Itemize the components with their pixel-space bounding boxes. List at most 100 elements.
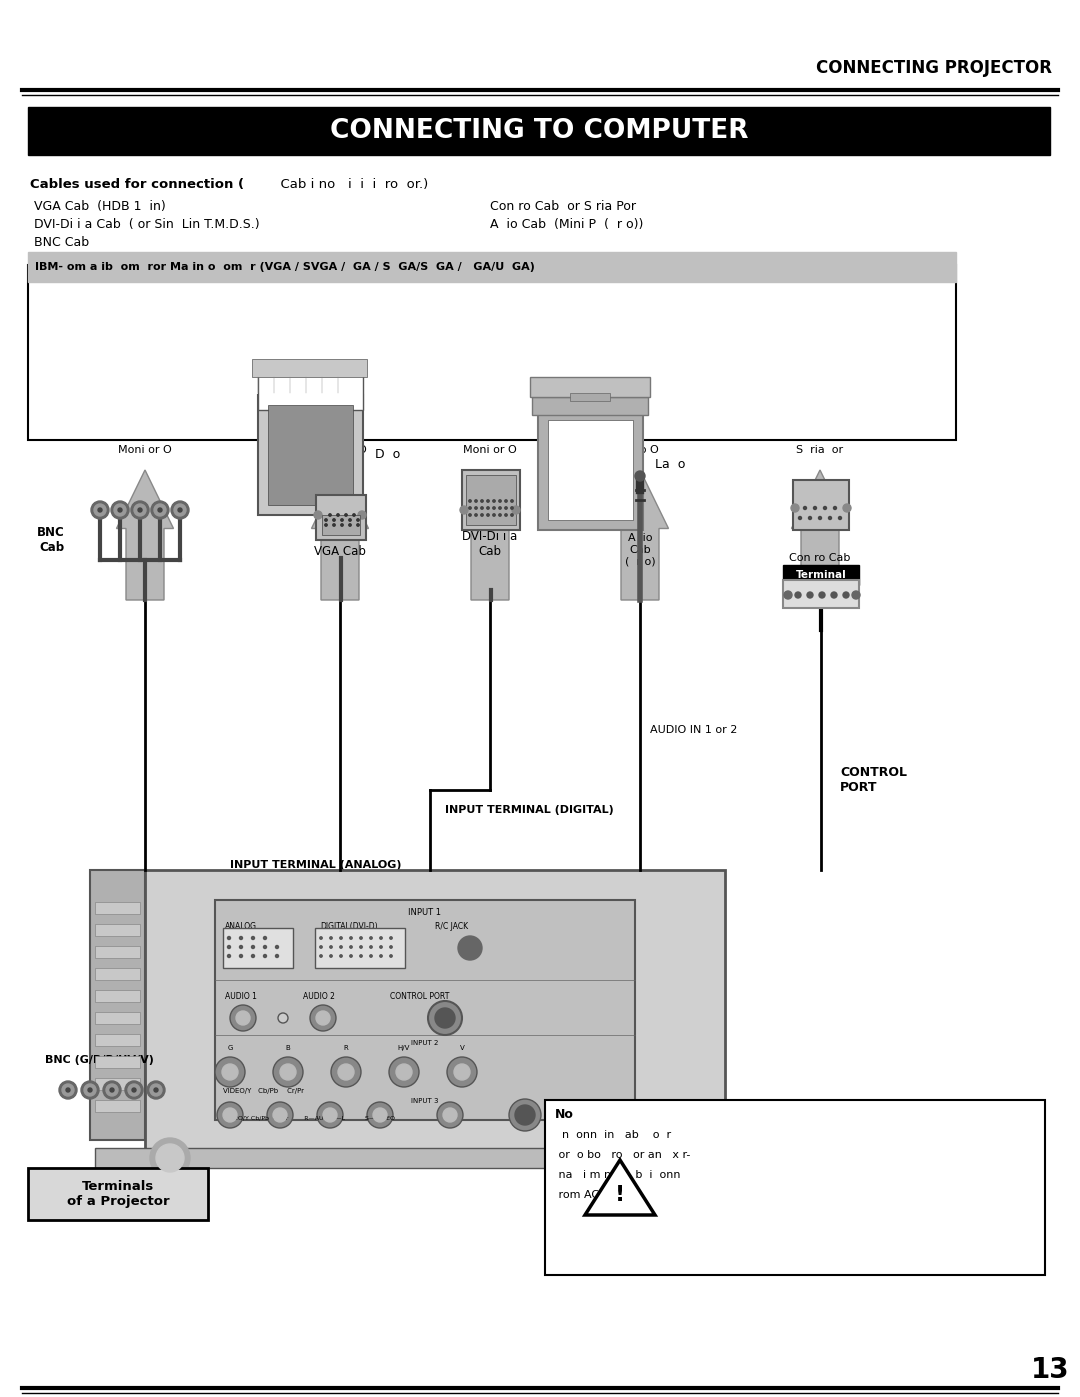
Circle shape — [316, 1011, 330, 1025]
Circle shape — [807, 592, 813, 598]
Circle shape — [369, 946, 373, 949]
Circle shape — [492, 507, 496, 509]
Circle shape — [511, 514, 513, 517]
Bar — [95, 1011, 140, 1024]
Circle shape — [492, 500, 496, 502]
Circle shape — [475, 507, 477, 509]
Circle shape — [784, 591, 792, 599]
Circle shape — [843, 504, 851, 511]
Circle shape — [330, 1058, 361, 1087]
Circle shape — [341, 524, 343, 527]
Bar — [268, 405, 353, 504]
Text: DIGITAL(DVI-D): DIGITAL(DVI-D) — [320, 922, 378, 930]
Text: 13: 13 — [1030, 1356, 1069, 1384]
Text: G: G — [227, 1045, 232, 1051]
Circle shape — [329, 954, 333, 957]
Circle shape — [469, 514, 471, 517]
Circle shape — [460, 506, 468, 514]
Circle shape — [228, 946, 230, 949]
Circle shape — [158, 509, 162, 511]
Bar — [95, 1099, 140, 1112]
Circle shape — [62, 1084, 75, 1097]
Bar — [315, 928, 405, 968]
Circle shape — [154, 504, 166, 515]
Bar — [532, 397, 648, 415]
Circle shape — [252, 954, 255, 957]
Circle shape — [118, 509, 122, 511]
Circle shape — [91, 502, 109, 520]
Circle shape — [390, 954, 392, 957]
Circle shape — [240, 946, 243, 949]
Circle shape — [349, 524, 351, 527]
Bar — [28, 108, 1050, 155]
Text: n  onn  in   ab    o  r: n onn in ab o r — [555, 1130, 671, 1140]
Circle shape — [84, 1084, 96, 1097]
Bar — [783, 580, 859, 608]
Text: Con ro Cab
or S  ria Por: Con ro Cab or S ria Por — [787, 553, 852, 574]
Circle shape — [240, 936, 243, 940]
Text: INPUT 2: INPUT 2 — [411, 1039, 438, 1046]
Circle shape — [804, 507, 807, 510]
Polygon shape — [117, 469, 174, 599]
Circle shape — [353, 514, 355, 517]
Circle shape — [59, 1081, 77, 1099]
Text: AUDIO 1: AUDIO 1 — [225, 992, 257, 1002]
Circle shape — [154, 1088, 158, 1092]
Circle shape — [217, 1102, 243, 1127]
Circle shape — [369, 954, 373, 957]
Circle shape — [487, 514, 489, 517]
Circle shape — [174, 504, 186, 515]
Circle shape — [504, 514, 508, 517]
Circle shape — [267, 1102, 293, 1127]
Circle shape — [809, 517, 811, 520]
Text: V: V — [460, 1045, 464, 1051]
Text: A  io
Cab
(  r o): A io Cab ( r o) — [624, 534, 656, 567]
Bar — [95, 1034, 140, 1046]
Circle shape — [134, 504, 146, 515]
Circle shape — [428, 1002, 462, 1035]
Bar — [95, 1078, 140, 1090]
Circle shape — [512, 506, 519, 514]
Circle shape — [320, 937, 322, 939]
Text: DVI-Di i a
Cab: DVI-Di i a Cab — [462, 529, 517, 557]
Circle shape — [275, 946, 279, 949]
Text: AUDIO 2: AUDIO 2 — [303, 992, 335, 1002]
Text: DVI-Di i a Cab  ( or Sin  Lin T.M.D.S.): DVI-Di i a Cab ( or Sin Lin T.M.D.S.) — [30, 218, 259, 231]
Bar — [28, 251, 956, 282]
Text: H/V: H/V — [397, 1045, 410, 1051]
Circle shape — [504, 500, 508, 502]
Text: BNC (G/B/R/HV/V): BNC (G/B/R/HV/V) — [45, 1055, 153, 1065]
Bar — [95, 1148, 720, 1168]
Circle shape — [328, 514, 332, 517]
Text: Moni or O: Moni or O — [118, 446, 172, 455]
Circle shape — [150, 1084, 162, 1097]
Circle shape — [340, 946, 342, 949]
Circle shape — [340, 937, 342, 939]
Circle shape — [151, 502, 168, 520]
Text: D  o: D o — [375, 448, 401, 461]
Circle shape — [481, 507, 483, 509]
Circle shape — [114, 504, 126, 515]
Bar — [95, 946, 140, 958]
Text: Moni or O: Moni or O — [463, 446, 517, 455]
Circle shape — [132, 1088, 136, 1092]
Circle shape — [828, 517, 832, 520]
Circle shape — [329, 946, 333, 949]
Circle shape — [103, 1081, 121, 1099]
Circle shape — [831, 592, 837, 598]
Text: S  ria  or: S ria or — [796, 446, 843, 455]
Circle shape — [329, 937, 333, 939]
Text: AUDIO IN 1 or 2: AUDIO IN 1 or 2 — [650, 725, 738, 735]
Circle shape — [337, 514, 339, 517]
Text: B: B — [285, 1045, 291, 1051]
Circle shape — [356, 518, 360, 521]
Circle shape — [819, 592, 825, 598]
Circle shape — [278, 1013, 288, 1023]
Circle shape — [499, 514, 501, 517]
Circle shape — [492, 514, 496, 517]
Bar — [215, 900, 635, 1120]
Circle shape — [318, 1102, 343, 1127]
Circle shape — [350, 946, 352, 949]
Circle shape — [345, 514, 347, 517]
Bar — [322, 515, 360, 535]
